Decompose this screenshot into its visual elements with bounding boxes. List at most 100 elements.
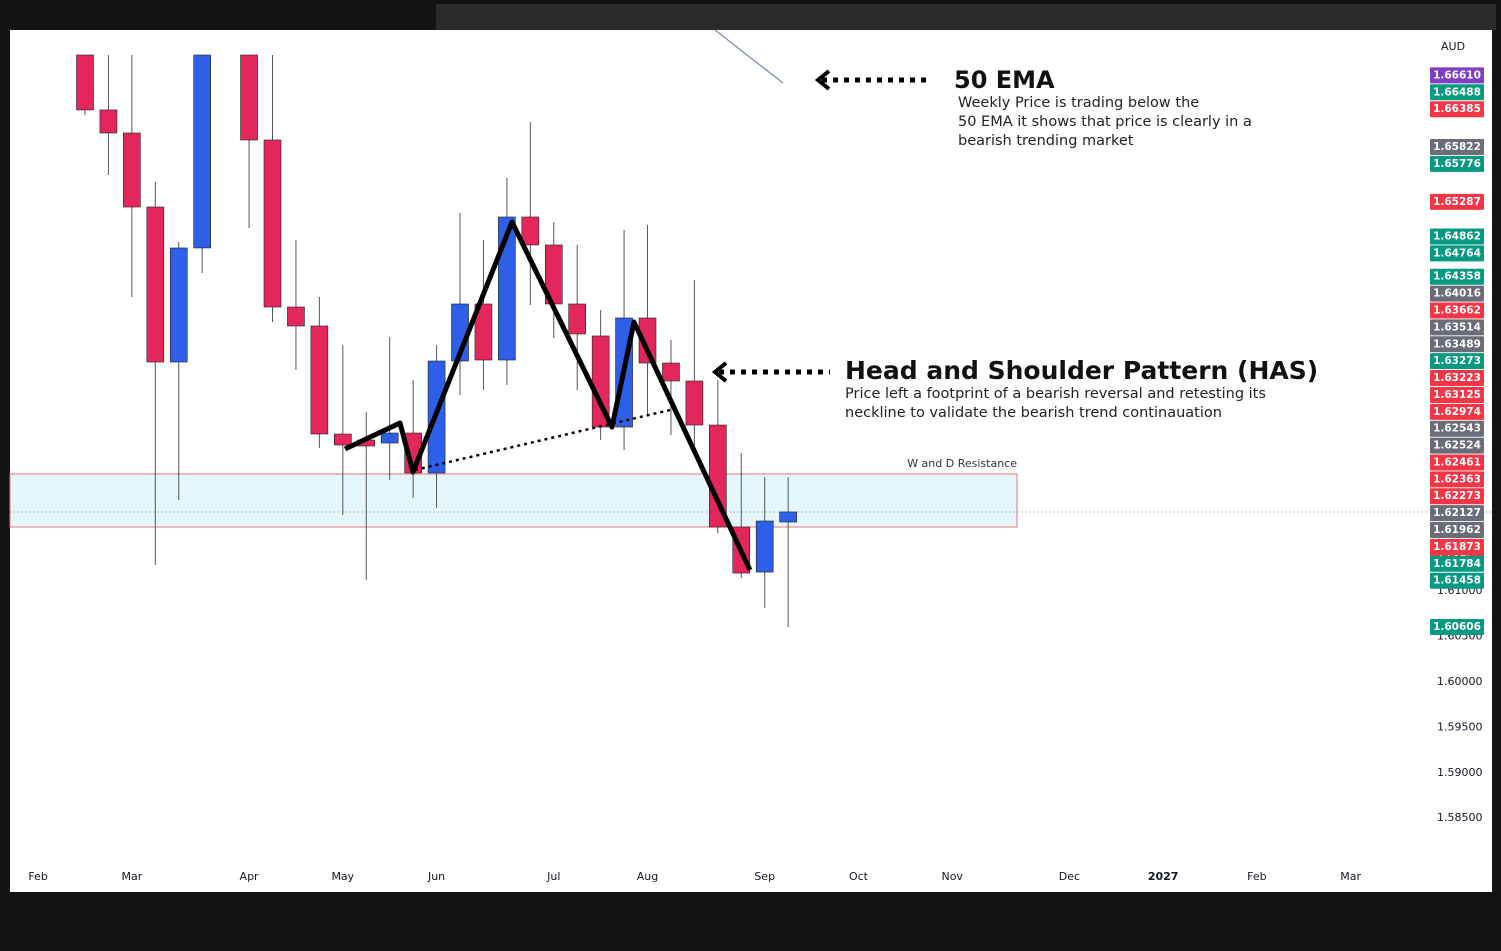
price-label-box [1430,138,1484,155]
annotation-title: Head and Shoulder Pattern (HAS) [845,356,1318,385]
candle-body [638,317,657,364]
annotation-text: 50 EMA it shows that price is clearly in… [958,114,1252,130]
price-label: 1.63489 [1433,338,1481,350]
annotation-text: Weekly Price is trading below the [958,95,1199,111]
candle-body [685,380,704,426]
price-label: 1.60606 [1433,621,1481,633]
price-label: 1.62974 [1433,406,1481,418]
price-label: 1.62543 [1433,423,1481,435]
pattern-line [343,219,753,572]
candle-body [193,54,211,249]
x-tick-label: Feb [28,870,47,883]
price-label: 1.63662 [1433,305,1481,317]
price-label-box [1430,101,1484,118]
candle-body [287,306,305,327]
arrow-head [711,361,728,383]
price-label: 1.65822 [1433,141,1481,153]
price-label-box [1430,522,1484,539]
price-label-box [1430,336,1484,353]
candle-body [123,132,141,208]
annotation-text: Price left a footprint of a bearish reve… [845,386,1266,402]
price-label: 1.62273 [1433,490,1481,502]
candle-body [380,432,399,444]
candle-body [662,362,680,382]
candle-body [310,325,329,435]
x-tick-label: 2027 [1148,870,1179,883]
x-tick-label: Oct [849,870,869,883]
price-label: 1.63223 [1433,372,1481,384]
resistance-zone [9,473,1018,528]
arrow-head [814,69,831,91]
ema-line [714,29,784,84]
x-tick-label: Feb [1247,870,1266,883]
price-label: 1.62127 [1433,507,1481,519]
price-label: 1.66610 [1433,69,1481,81]
price-label-box [1430,67,1484,84]
candle-body [498,216,516,361]
y-tick-label: 1.60000 [1437,675,1483,688]
price-label: 1.64358 [1433,271,1481,283]
x-tick-label: May [331,870,354,883]
price-label-box [1430,505,1484,522]
candle-body [99,109,118,134]
candle-body [755,520,774,573]
candle-body [240,54,258,141]
price-label-box [1430,437,1484,454]
price-label-box [1430,302,1484,319]
annotation-title: 50 EMA [954,66,1055,94]
annotation-text: bearish trending market [958,133,1134,149]
price-label: 1.66488 [1433,86,1481,98]
candle-body [521,216,540,246]
price-label-box [1430,285,1484,302]
price-label-box [1430,245,1484,262]
price-label-box [1430,228,1484,245]
candle-body [334,433,352,446]
x-tick-label: Jun [427,870,445,883]
price-label: 1.62524 [1433,440,1481,452]
price-label-box [1430,84,1484,101]
zone-label: W and D Resistance [907,457,1017,470]
y-tick-label: 1.59500 [1437,720,1483,733]
y-tick-label: 1.59000 [1437,766,1483,779]
candle-body [169,247,188,363]
candle-body [76,54,94,111]
price-label: 1.62461 [1433,456,1481,468]
price-label: 1.66385 [1433,103,1481,115]
price-label-box [1430,319,1484,336]
price-label-box [1430,454,1484,471]
overlay: 50 EMA Weekly Price is trading below the… [343,29,1484,635]
price-label: 1.61962 [1433,524,1481,536]
candle-body [779,511,797,523]
x-tick-label: Nov [941,870,963,883]
candle-body [568,303,587,335]
price-label-box [1430,572,1484,589]
candle-body [709,424,727,528]
price-label-box [1430,471,1484,488]
price-label: 1.61873 [1433,541,1481,553]
price-label: 1.64862 [1433,231,1481,243]
price-label: 1.63125 [1433,389,1481,401]
x-tick-label: Sep [754,870,775,883]
x-tick-label: Jul [546,870,560,883]
price-label-box [1430,488,1484,505]
x-tick-label: Dec [1059,870,1080,883]
candle-body [263,139,282,308]
top-bar [436,4,1496,30]
price-label: 1.64764 [1433,247,1481,259]
x-tick-label: Mar [121,870,142,883]
candle-body [474,303,493,361]
price-label: 1.61784 [1433,558,1481,570]
price-label-box [1430,420,1484,437]
price-label: 1.62363 [1433,473,1481,485]
price-label: 1.65776 [1433,158,1481,170]
currency-label: AUD [1441,40,1465,53]
price-label-box [1430,555,1484,572]
price-label-box [1430,618,1484,635]
x-tick-label: Apr [240,870,260,883]
price-label: 1.61458 [1433,575,1481,587]
price-label-box [1430,268,1484,285]
candle-body [146,206,165,363]
price-label-box [1430,353,1484,370]
price-label-box [1430,386,1484,403]
plot: W and D Resistance Feb Mar Apr May Jun Jul Aug S… [9,54,1492,883]
